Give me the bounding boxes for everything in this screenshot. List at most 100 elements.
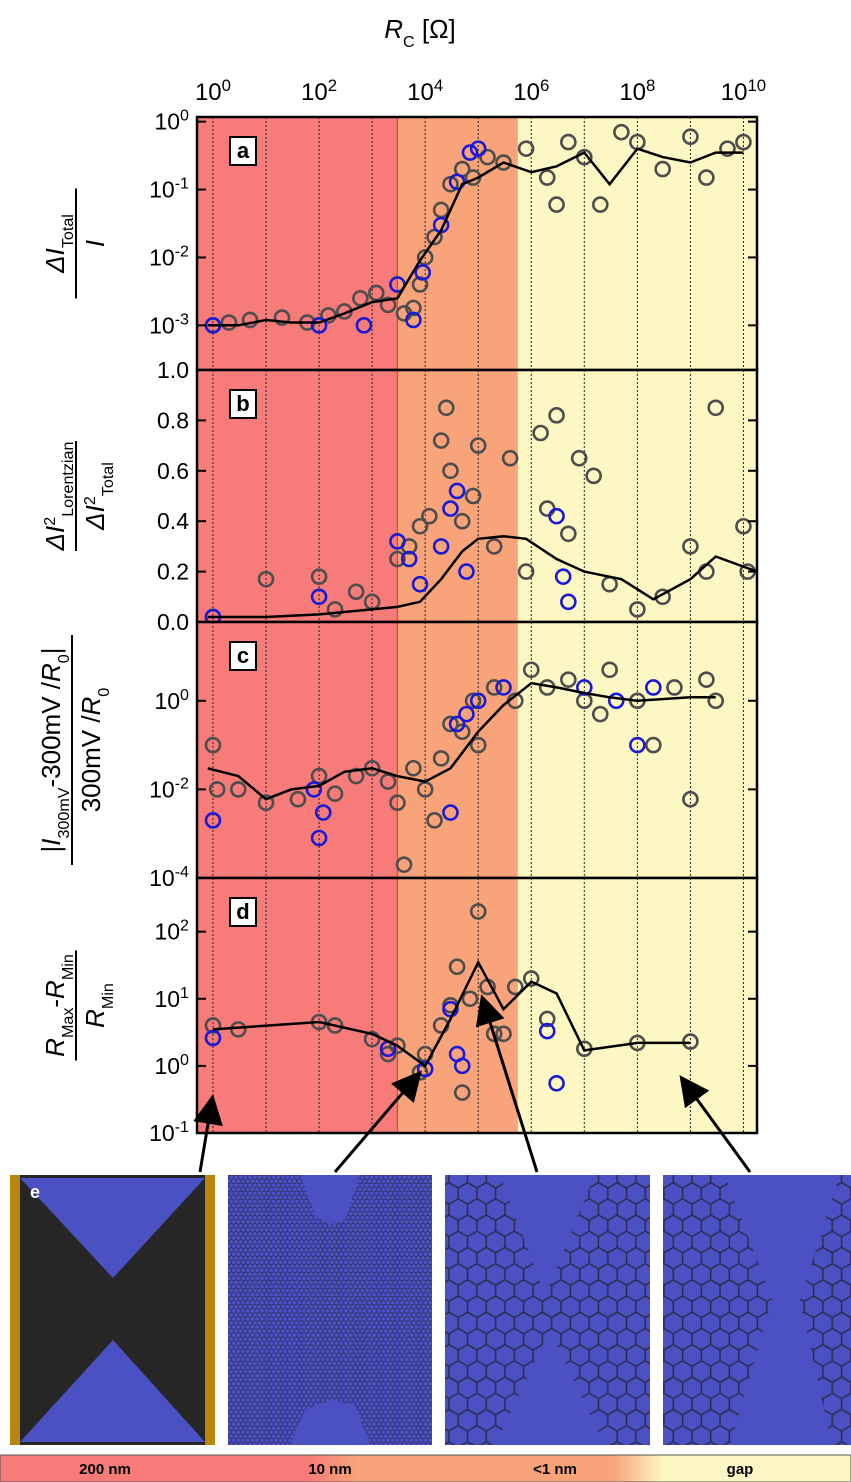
data-point	[355, 317, 373, 334]
scale-label: 10 nm	[308, 1461, 351, 1478]
scale-label: gap	[727, 1461, 754, 1478]
y-tick-label: 10-4	[149, 863, 189, 891]
data-point	[479, 148, 496, 166]
data-point	[416, 1060, 434, 1078]
data-point	[204, 736, 222, 754]
y-tick-label: 0.4	[157, 508, 189, 534]
data-point	[310, 568, 328, 585]
data-point	[204, 1017, 222, 1034]
data-point	[389, 1037, 406, 1054]
scale-label: <1 nm	[533, 1461, 577, 1478]
y-tick-label: 0.6	[157, 458, 189, 484]
region	[197, 370, 398, 622]
tick-exp: 2	[180, 917, 189, 935]
data-point	[461, 144, 479, 161]
region	[397, 370, 518, 622]
data-point	[495, 679, 512, 696]
y-tick-label: 10-2	[149, 242, 189, 270]
text-run: R	[80, 1009, 110, 1028]
tick-exp: -1	[175, 175, 189, 193]
tick-base: 10	[149, 177, 175, 203]
y-tick-label: 0.8	[157, 407, 189, 433]
data-point	[548, 507, 565, 525]
lattice	[800, 1175, 851, 1445]
y-label-denominator: 300mV /R0	[76, 688, 113, 813]
data-point	[352, 290, 369, 307]
data-point	[469, 903, 487, 920]
y-label-denominator: I	[80, 240, 110, 247]
arrow	[679, 1075, 752, 1173]
data-point	[326, 1017, 344, 1034]
data-point	[368, 284, 385, 302]
y-tick-label: 10-2	[149, 774, 189, 802]
panel-label: c	[237, 643, 249, 668]
data-point	[645, 679, 662, 696]
data-point	[735, 517, 752, 535]
tick-base: 0.4	[157, 508, 189, 534]
data-point	[411, 276, 429, 293]
data-point	[448, 958, 466, 976]
data-point	[310, 829, 328, 847]
data-point	[601, 661, 618, 679]
data-point	[448, 173, 466, 191]
data-point	[682, 790, 699, 808]
data-point	[629, 601, 646, 618]
y-tick-label: 100	[154, 1051, 189, 1079]
region	[197, 622, 398, 878]
data-point	[426, 812, 443, 829]
tick-exp: 10	[747, 76, 766, 95]
tick-base: 10	[149, 1120, 175, 1146]
data-point	[458, 705, 475, 723]
x-axis-label: RC [Ω]	[384, 14, 456, 51]
data-point	[591, 196, 609, 213]
data-point	[442, 804, 459, 821]
data-point	[442, 715, 459, 733]
data-point	[548, 1075, 565, 1092]
y-axis-label: ΔITotal I	[40, 188, 110, 299]
data-point	[464, 487, 482, 505]
data-point	[629, 736, 646, 754]
tick-exp: 1	[180, 984, 189, 1002]
tick-base: 10	[154, 109, 180, 135]
text-run: |	[36, 846, 66, 853]
tick-exp: 8	[646, 76, 655, 95]
tick-exp: 6	[540, 76, 549, 95]
tick-base: 1.0	[157, 357, 189, 383]
data-point	[458, 563, 475, 580]
panel-label: a	[237, 138, 250, 163]
data-point	[682, 128, 699, 145]
panel-label: e	[30, 1182, 40, 1202]
text-run: [Ω]	[415, 14, 456, 44]
tick-exp: -2	[175, 242, 189, 260]
text-run: 2	[81, 496, 99, 505]
region	[397, 622, 518, 878]
x-tick-label: 108	[619, 76, 655, 107]
tick-base: 10	[513, 79, 540, 106]
data-point	[485, 538, 503, 555]
text-run: I	[80, 240, 110, 247]
data-point	[395, 856, 413, 873]
text-run: R	[36, 663, 66, 682]
data-point	[613, 123, 630, 141]
y-label-numerator: RMax-RMin	[40, 954, 77, 1057]
data-point	[363, 1030, 381, 1048]
arrows	[193, 994, 752, 1173]
text-run: ΔI	[40, 526, 70, 552]
panel-label: d	[236, 899, 249, 924]
y-label-numerator: ΔI2Lorentzian	[40, 442, 77, 552]
data-point	[204, 812, 222, 829]
data-point	[400, 550, 418, 568]
text-run: R	[40, 1038, 70, 1057]
panel-label-box	[229, 389, 257, 419]
data-point	[379, 296, 397, 314]
data-point	[560, 593, 577, 611]
y-tick-label: 10-1	[149, 1118, 189, 1146]
scale-bar-fill	[0, 1454, 851, 1482]
lattice	[445, 1175, 650, 1445]
y-tick-label: 10-3	[149, 310, 189, 338]
text-run: 300mV /	[76, 715, 106, 813]
data-point	[538, 1010, 556, 1028]
